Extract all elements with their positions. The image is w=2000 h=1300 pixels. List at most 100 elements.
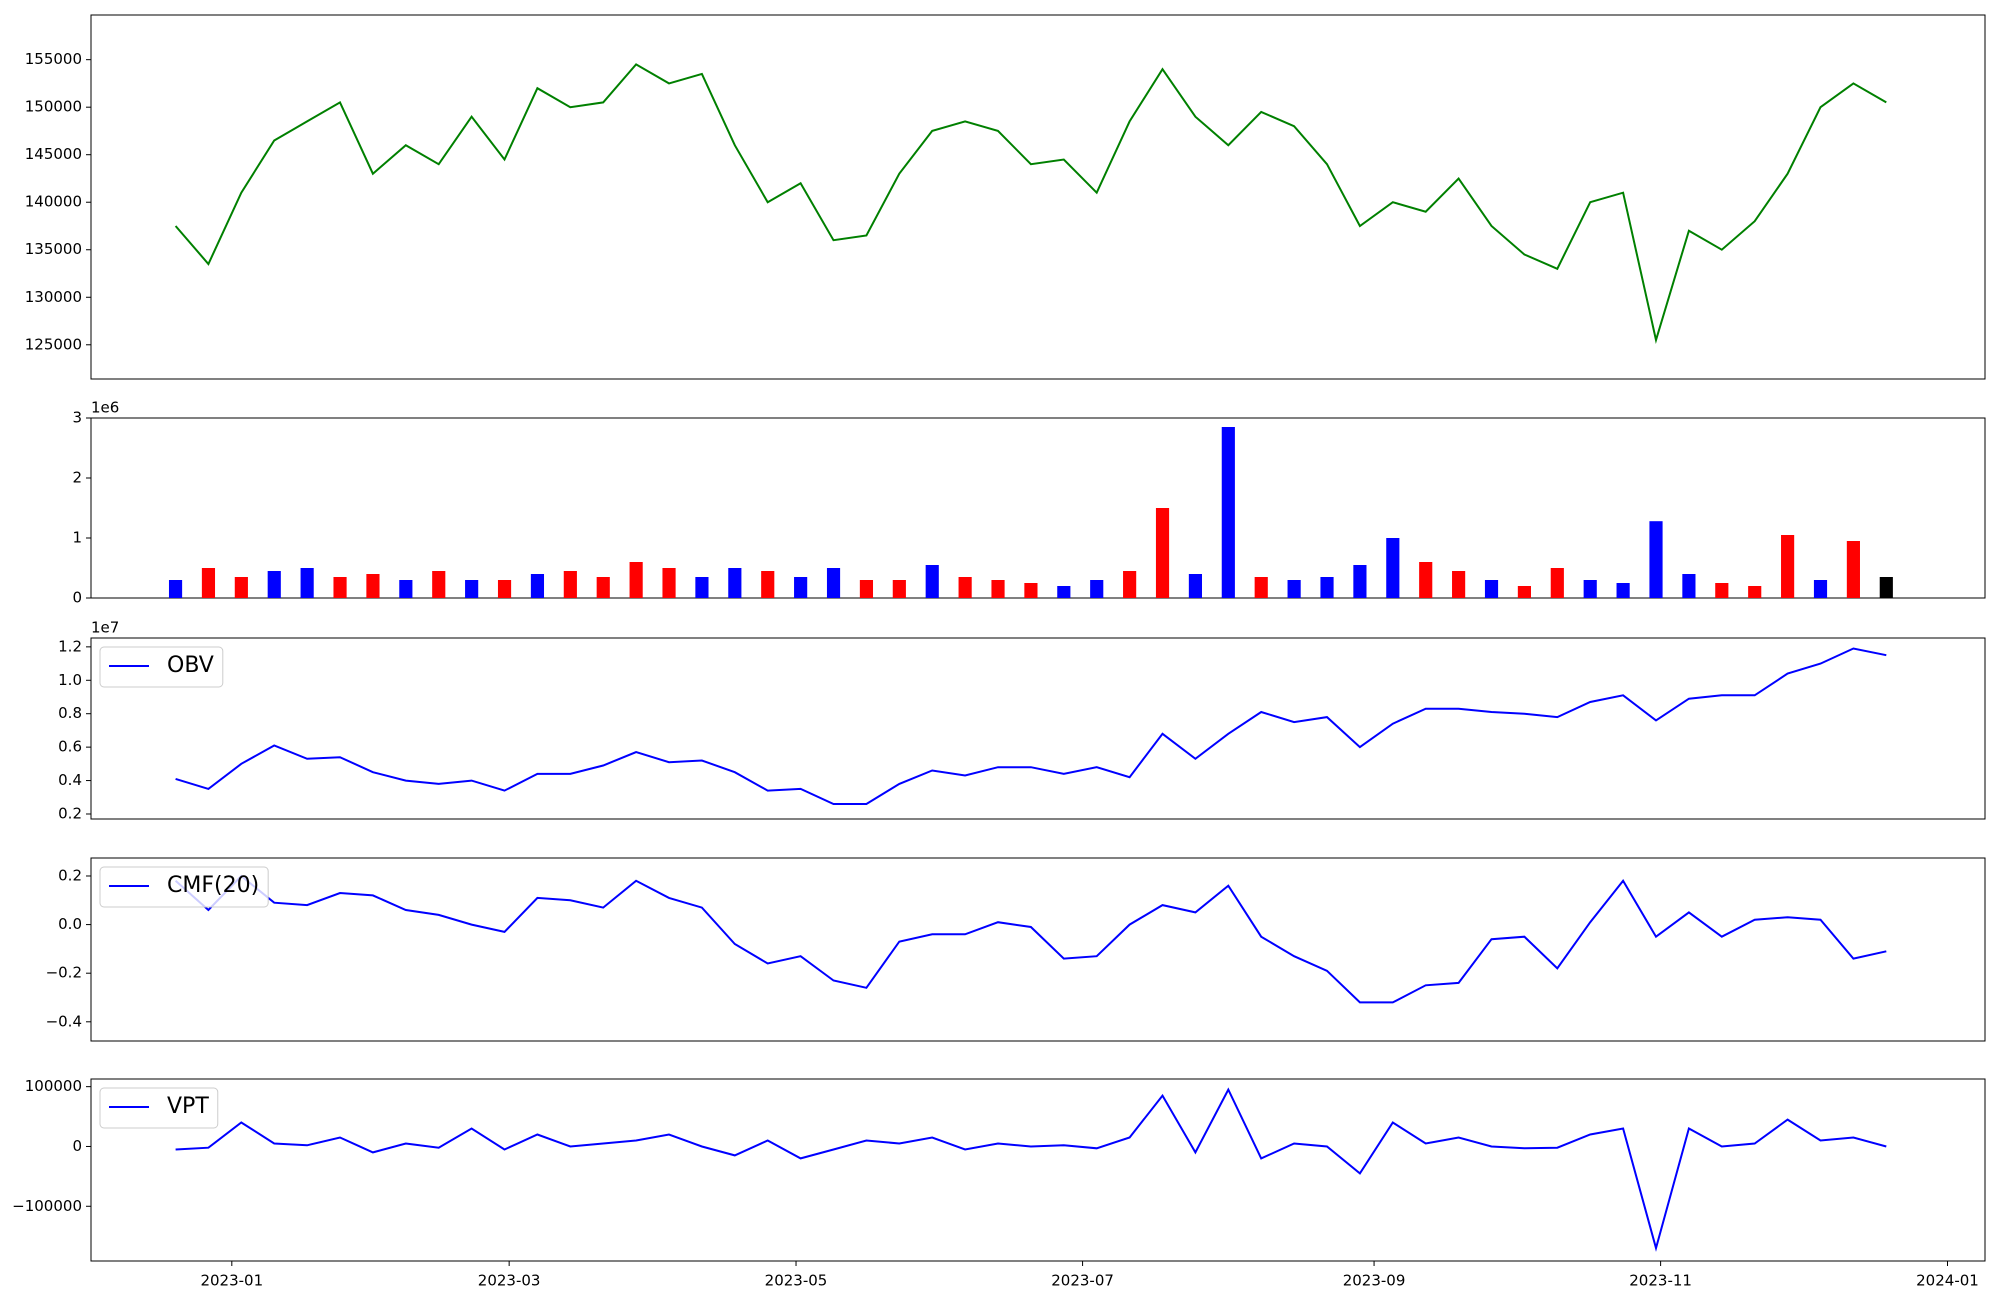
volume-bar [794,577,808,598]
x-tick-label: 2023-11 [1629,1272,1692,1290]
y-tick-label: 135000 [25,240,82,258]
volume-bar [1386,538,1400,598]
volume-bar [168,580,183,598]
volume-bar [1287,580,1301,598]
x-tick-label: 2023-05 [765,1272,828,1290]
volume-bar [1813,580,1828,598]
volume-bar [201,568,216,598]
volume-bar [366,574,380,598]
volume-bar [333,577,347,598]
y-tick-label: 150000 [25,98,82,116]
y-tick-label: −100000 [12,1197,82,1215]
y-tick-label: 0.0 [58,915,82,933]
volume-bar [1649,521,1663,598]
volume-bar [1057,586,1071,598]
volume-bar [1781,535,1795,598]
offset-text: 1e6 [91,399,119,417]
volume-bar [826,568,841,598]
volume-bar [596,577,610,598]
y-tick-label: 100000 [25,1077,82,1095]
y-tick-label: 0 [72,1137,82,1155]
y-tick-label: 1.0 [58,671,82,689]
y-tick-label: 0.4 [58,771,82,789]
y-tick-label: 130000 [25,288,82,306]
volume-bar [892,580,906,598]
volume-bar [1748,586,1762,598]
line [175,647,1887,805]
y-tick-label: 0.8 [58,704,82,722]
volume-bar [1188,574,1203,598]
volume-bar [958,577,972,598]
volume-bar [1517,586,1531,598]
y-tick-label: 145000 [25,145,82,163]
volume-bar [1715,583,1729,598]
y-tick-label: 0.2 [58,804,82,822]
axes-frame [90,857,1986,1042]
x-tick-label: 2023-03 [478,1272,541,1290]
volume-bar [1484,580,1499,598]
volume-bar [1320,577,1334,598]
volume-bar [1846,541,1860,598]
x-tick-label: 2023-09 [1343,1272,1406,1290]
volume-bar [300,568,314,598]
volume-bar [1583,580,1597,598]
axes-frame [90,1078,1986,1262]
legend-box [99,646,224,688]
volume-bar [1024,583,1038,598]
volume-bar [1682,574,1696,598]
volume-bar [1221,427,1235,598]
volume-bar [563,571,577,598]
y-tick-label: −0.4 [46,1012,82,1030]
line [174,874,1887,1004]
volume-bar [432,571,446,598]
volume-bar [1155,508,1170,598]
legend-box [99,1087,219,1129]
volume-bar [695,577,709,598]
x-tick-label: 2023-01 [200,1272,263,1290]
y-tick-label: 2 [72,469,82,487]
x-tick-label: 2024-01 [1916,1272,1979,1290]
volume-bar [662,568,676,598]
legend-text: CMF(20) [167,873,259,898]
volume-bar [465,580,479,598]
y-tick-label: 0.2 [58,866,82,884]
y-tick-label: 0 [72,589,82,607]
volume-bar [530,574,545,598]
axes-frame [90,417,1986,599]
volume-bar [1550,568,1564,598]
legend-box [99,866,269,908]
axes-frame [90,14,1986,380]
y-tick-label: 1 [72,529,82,547]
volume-bar [991,580,1005,598]
volume-bar [761,571,775,598]
volume-bar [399,580,413,598]
legend-text: VPT [167,1094,209,1119]
y-tick-label: 155000 [25,50,82,68]
volume-bar [1123,571,1137,598]
volume-bar [1879,577,1893,598]
axes-frame [90,637,1986,820]
volume-bar [497,580,512,598]
volume-bar [1254,577,1268,598]
volume-bar [728,568,742,598]
y-tick-label: 3 [72,409,82,427]
y-tick-label: −0.2 [46,964,82,982]
volume-bar [1419,562,1433,598]
volume-bar [1452,571,1466,598]
volume-bar [859,580,874,598]
x-tick-label: 2023-07 [1051,1272,1114,1290]
offset-text: 1e7 [91,619,119,637]
volume-bar [1353,565,1367,598]
legend-text: OBV [167,653,214,678]
line [174,63,1887,344]
volume-bar [629,562,643,598]
y-tick-label: 1.2 [58,637,82,655]
volume-bar [234,577,248,598]
y-tick-label: 0.6 [58,738,82,756]
volume-bar [267,571,281,598]
y-tick-label: 140000 [25,193,82,211]
volume-bar [1090,580,1104,598]
y-tick-label: 125000 [25,335,82,353]
volume-bar [925,565,939,598]
